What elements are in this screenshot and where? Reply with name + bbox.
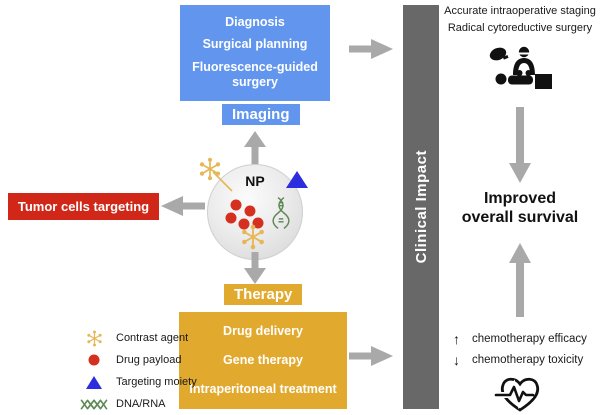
arrow-up-to-survival-icon <box>509 243 531 317</box>
down-arrow-icon: ↓ <box>453 352 460 368</box>
imaging-applications-box: Diagnosis Surgical planning Fluorescence… <box>180 5 330 101</box>
therapy-item-intraperitoneal: Intraperitoneal treatment <box>189 382 337 396</box>
therapy-applications-box: Drug delivery Gene therapy Intraperitone… <box>179 312 347 409</box>
arrow-right-imaging-to-impact-icon <box>349 39 393 59</box>
up-arrow-icon: ↑ <box>453 331 460 347</box>
chemo-efficacy-text: chemotherapy efficacy <box>472 333 587 345</box>
drug-payload-cluster-icon <box>225 199 264 230</box>
surgery-icon <box>489 46 552 89</box>
surface-contrast-agent-icon <box>199 157 233 192</box>
chemo-efficacy-row: ↑ chemotherapy efficacy <box>453 331 587 347</box>
chemo-toxicity-text: chemotherapy toxicity <box>472 354 584 366</box>
heartbeat-icon <box>494 377 540 412</box>
arrow-down-np-to-therapy-icon <box>244 252 266 284</box>
legend-item-drug-payload: Drug payload <box>80 350 210 370</box>
imaging-item-diagnosis: Diagnosis <box>225 15 285 29</box>
clinical-impact-bar: Clinical Impact <box>403 5 439 409</box>
contrast-agent-icon <box>241 224 265 250</box>
nanoparticle-sphere: NP <box>207 164 303 260</box>
dna-rna-icon <box>272 196 290 230</box>
legend-item-targeting-moiety: Targeting moiety <box>80 372 210 392</box>
targeting-moiety-icon <box>80 375 108 389</box>
therapy-label: Therapy <box>224 284 303 305</box>
arrow-up-np-to-imaging-icon <box>244 131 266 169</box>
contrast-agent-icon <box>80 329 108 347</box>
clinical-impact-label: Clinical Impact <box>412 150 430 264</box>
improved-survival-text: Improved overall survival <box>461 190 579 227</box>
arrow-left-np-to-tumor-icon <box>161 196 205 216</box>
legend: Contrast agent Drug payload Targeting mo… <box>80 328 210 415</box>
arrow-down-to-survival-icon <box>509 107 531 183</box>
dna-rna-icon <box>80 398 108 411</box>
legend-item-contrast-agent: Contrast agent <box>80 328 210 348</box>
tumor-targeting-box: Tumor cells targeting <box>8 193 159 220</box>
therapy-item-gene-therapy: Gene therapy <box>223 353 303 367</box>
imaging-item-fluorescence: Fluorescence-guided surgery <box>192 59 318 90</box>
legend-item-dna-rna: DNA/RNA <box>80 394 210 414</box>
outcomes-column: Accurate intraoperative staging Radical … <box>441 0 599 415</box>
targeting-moiety-icon <box>286 171 308 188</box>
imaging-item-surgical-planning: Surgical planning <box>202 37 308 52</box>
surgery-text: Radical cytoreductive surgery <box>447 22 593 34</box>
therapy-item-drug-delivery: Drug delivery <box>223 324 303 338</box>
np-label: NP <box>245 173 265 189</box>
staging-text: Accurate intraoperative staging <box>444 5 596 17</box>
drug-payload-icon <box>80 354 108 366</box>
imaging-label: Imaging <box>222 104 300 125</box>
arrow-right-therapy-to-impact-icon <box>349 346 393 366</box>
chemo-toxicity-row: ↓ chemotherapy toxicity <box>453 352 583 368</box>
